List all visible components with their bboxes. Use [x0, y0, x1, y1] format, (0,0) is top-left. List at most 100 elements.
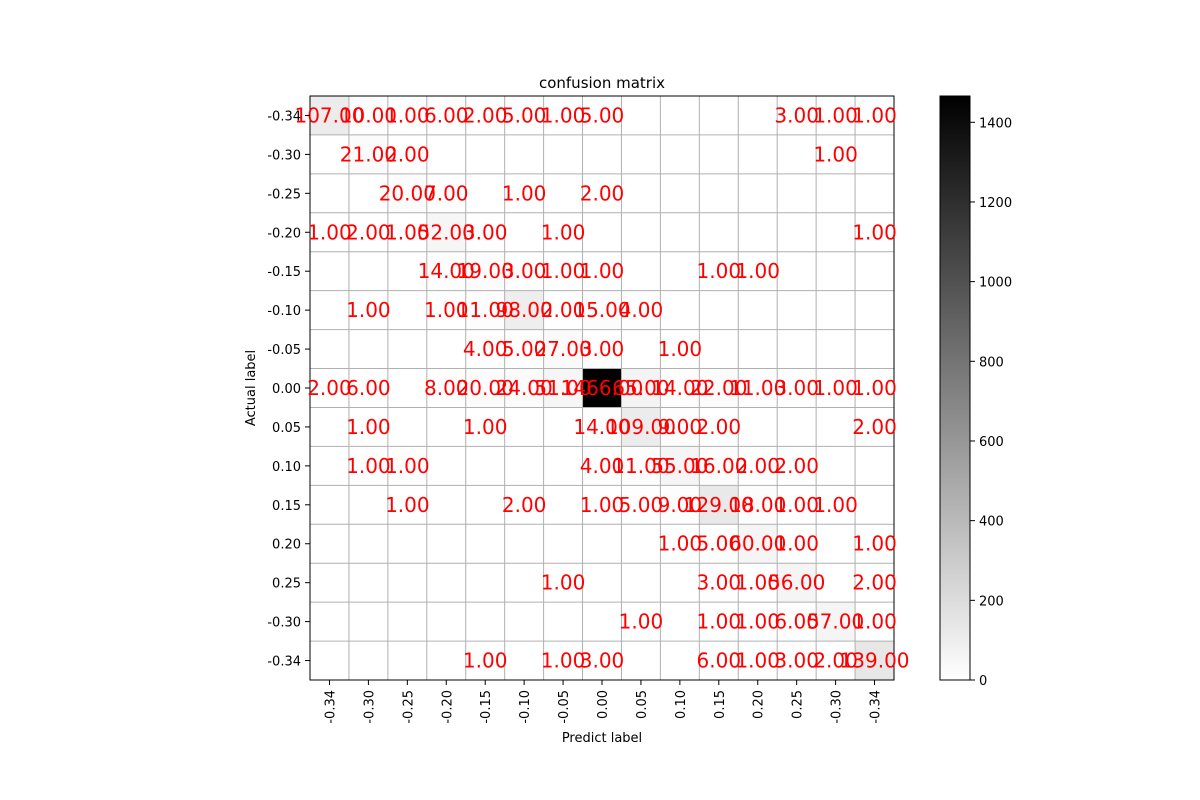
- cell-annotation: 11.00: [729, 376, 786, 400]
- grid-lines: [310, 96, 894, 680]
- cell-annotation: 3.00: [502, 259, 547, 283]
- heatmap-cell: [660, 446, 700, 486]
- cell-annotation: 7.00: [424, 181, 469, 205]
- y-tick-label: 0.20: [272, 538, 301, 553]
- heatmap-cell: [387, 329, 427, 369]
- cell-annotation: 2.00: [774, 454, 819, 478]
- heatmap-cell: [310, 329, 349, 369]
- heatmap-cell: [504, 251, 544, 291]
- heatmap-cell: [777, 407, 817, 447]
- cell-annotation: 1.00: [580, 259, 625, 283]
- heatmap-cell: [543, 173, 583, 213]
- heatmap-cell: [582, 251, 622, 291]
- cell-annotation: 24.00: [496, 376, 553, 400]
- cell-annotation: 2.00: [813, 649, 858, 673]
- heatmap-cell: [582, 368, 622, 408]
- heatmap-cell: [699, 407, 739, 447]
- heatmap-cell: [738, 446, 778, 486]
- chart-title: confusion matrix: [539, 74, 665, 92]
- heatmap-cell: [582, 173, 622, 213]
- x-tick-label: -0.30: [830, 690, 845, 724]
- heatmap-cell: [310, 368, 349, 408]
- cell-annotation: 3.00: [580, 337, 625, 361]
- heatmap-cell: [465, 563, 505, 603]
- cell-annotation: 1466.00: [561, 376, 644, 400]
- y-tick-label: -0.15: [267, 265, 301, 280]
- colorbar-tick-label: 200: [979, 594, 1004, 609]
- cell-annotation: 3.00: [580, 649, 625, 673]
- cell-annotation: 1.00: [385, 493, 430, 517]
- cell-annotation: 1.00: [385, 103, 430, 127]
- heatmap-cell: [777, 251, 817, 291]
- cell-annotation: 1.00: [813, 103, 858, 127]
- cell-annotation: 2.00: [502, 493, 547, 517]
- heatmap-cell: [426, 407, 466, 447]
- heatmap-cell: [465, 329, 505, 369]
- heatmap-cell: [621, 290, 661, 330]
- cell-annotation: 56.00: [768, 571, 825, 595]
- heatmap-cell: [660, 173, 700, 213]
- heatmap-cell: [310, 173, 349, 213]
- heatmap-cell: [348, 641, 388, 680]
- heatmap-cell: [504, 641, 544, 680]
- heatmap-cell: [660, 290, 700, 330]
- heatmap-cell: [777, 134, 817, 174]
- cell-annotation: 2.00: [346, 220, 391, 244]
- heatmap-cell: [699, 173, 739, 213]
- heatmap-cell: [816, 134, 856, 174]
- cell-annotation: 52.00: [418, 220, 475, 244]
- heatmap-cell: [465, 524, 505, 564]
- cell-annotation: 1.00: [346, 298, 391, 322]
- heatmap-cell: [777, 446, 817, 486]
- heatmap-cell: [855, 368, 894, 408]
- colorbar-tick-label: 600: [979, 435, 1004, 450]
- cell-annotation: 5.00: [697, 532, 742, 556]
- heatmap-cell: [543, 485, 583, 525]
- y-tick-label: 0.10: [272, 460, 301, 475]
- y-tick-label: -0.10: [267, 304, 301, 319]
- cell-annotation: 27.00: [534, 337, 591, 361]
- heatmap-cell: [777, 602, 817, 642]
- cell-annotation: 55.00: [651, 454, 708, 478]
- cell-annotation: 19.00: [457, 259, 514, 283]
- cell-annotation: 14.00: [418, 259, 475, 283]
- colorbar-tick-label: 1000: [979, 276, 1012, 291]
- heatmap-cell: [816, 446, 856, 486]
- heatmap-cell: [426, 134, 466, 174]
- heatmap-cell: [660, 641, 700, 680]
- heatmap-cell: [621, 407, 661, 447]
- heatmap-cell: [543, 212, 583, 252]
- heatmap-cell: [699, 563, 739, 603]
- heatmap-cell: [660, 96, 700, 135]
- heatmap-cell: [855, 485, 894, 525]
- colorbar: [939, 95, 971, 681]
- cell-annotation: 22.00: [690, 376, 747, 400]
- heatmap-cell: [543, 290, 583, 330]
- heatmap-cell: [504, 407, 544, 447]
- heatmap-cell: [426, 329, 466, 369]
- heatmap-cell: [387, 446, 427, 486]
- x-tick-label: -0.34: [869, 690, 884, 724]
- cell-annotation: 1.00: [541, 220, 586, 244]
- heatmap-cell: [855, 251, 894, 291]
- heatmap-cell: [699, 251, 739, 291]
- heatmap-cell: [465, 212, 505, 252]
- heatmap-cell: [310, 251, 349, 291]
- heatmap-cell: [816, 641, 856, 680]
- cell-annotation: 6.00: [697, 649, 742, 673]
- cell-annotation: 1.00: [852, 103, 897, 127]
- heatmap-cell: [699, 368, 739, 408]
- cell-annotation: 18.00: [729, 493, 786, 517]
- cell-annotation: 51.00: [534, 376, 591, 400]
- heatmap-cell: [543, 524, 583, 564]
- heatmap-cell: [816, 602, 856, 642]
- y-tick-label: -0.34: [267, 109, 301, 124]
- heatmap-cell: [582, 96, 622, 135]
- cell-annotation: 1.00: [463, 649, 508, 673]
- heatmap-cell: [777, 329, 817, 369]
- heatmap-cell: [738, 134, 778, 174]
- heatmap-cell: [582, 485, 622, 525]
- heatmap-cell: [348, 524, 388, 564]
- heatmap-cell: [310, 96, 349, 135]
- heatmap-cell: [621, 212, 661, 252]
